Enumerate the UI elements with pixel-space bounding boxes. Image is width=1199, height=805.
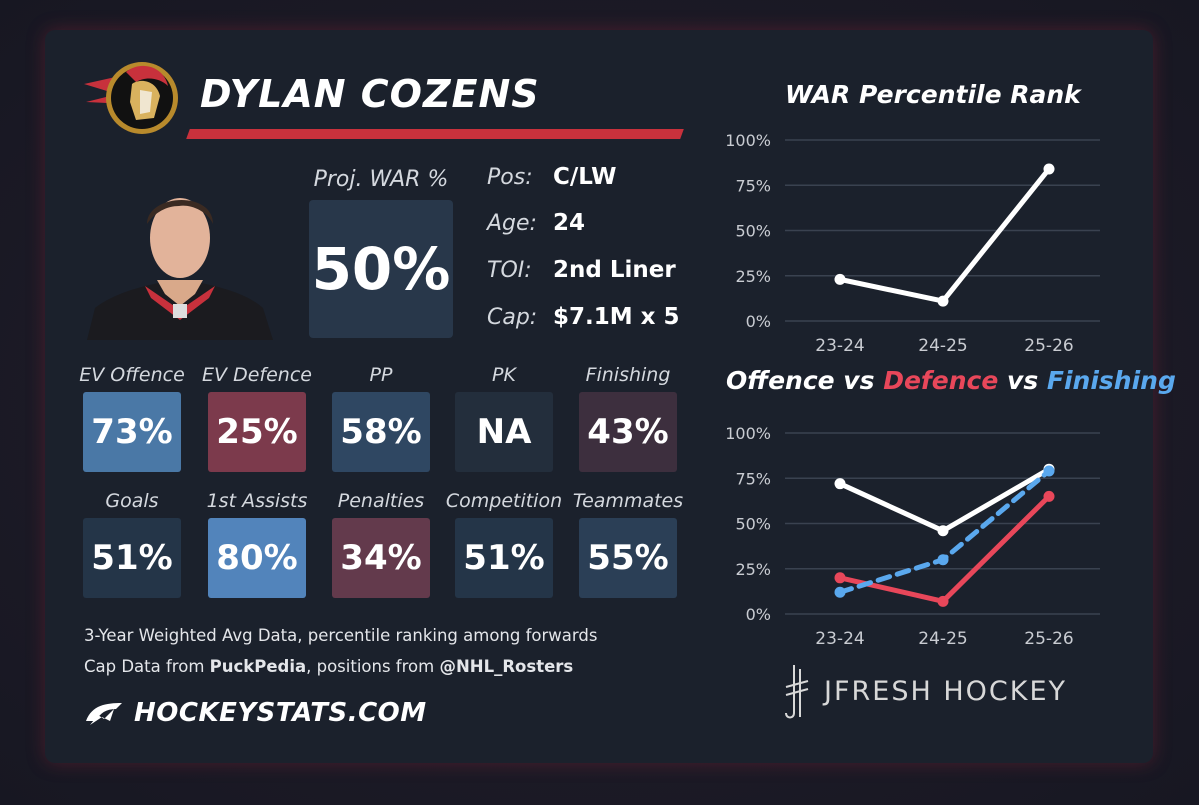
hockeystats-icon [86, 703, 122, 725]
tile-value-1st-assists: 80% [208, 518, 306, 598]
age-value: 24 [553, 210, 586, 236]
tile-value-pk: NA [455, 392, 553, 472]
chart2-y-tick: 75% [735, 469, 771, 488]
toi-value: 2nd Liner [553, 257, 676, 283]
tile-label-ev-defence: EV Defence [202, 364, 312, 386]
jfresh-icon [785, 665, 809, 719]
tile-value-ev-offence: 73% [83, 392, 181, 472]
chart1-y-tick: 0% [746, 312, 771, 331]
tile-value-teammates: 55% [579, 518, 677, 598]
chart1-y-tick: 25% [735, 267, 771, 286]
tile-label-finishing: Finishing [585, 364, 671, 386]
toi-label: TOI: [487, 258, 532, 283]
tile-value-ev-defence: 25% [208, 392, 306, 472]
chart2-series-point-2 [1043, 465, 1055, 477]
tile-label-goals: Goals [105, 490, 159, 512]
chart2-series-point-1 [834, 572, 846, 584]
chart1-series-point-0 [1043, 163, 1055, 175]
age-label: Age: [487, 211, 537, 236]
chart2-series-point-0 [937, 525, 949, 537]
tile-value-goals: 51% [83, 518, 181, 598]
footnote-sources: Cap Data from PuckPedia, positions from … [84, 657, 574, 676]
player-name: DYLAN COZENS [200, 72, 540, 116]
cap-label: Cap: [487, 305, 538, 330]
cap-value: $7.1M x 5 [553, 304, 680, 330]
chart2-series-line-1 [837, 493, 1052, 604]
tile-value-finishing: 43% [579, 392, 677, 472]
chart2-y-tick: 0% [746, 605, 771, 624]
chart1-series-point-0 [937, 295, 949, 307]
tile-label-penalties: Penalties [337, 490, 425, 512]
chart2-title: Offence vs Defence vs Finishing [726, 366, 1176, 395]
tile-value-penalties: 34% [332, 518, 430, 598]
chart2-series-point-2 [834, 586, 846, 598]
chart2-series-point-1 [1043, 490, 1055, 502]
chart1-series-point-0 [834, 273, 846, 285]
chart1-y-tick: 75% [735, 176, 771, 195]
offence-defence-finishing-chart: 0% 25% 50% 75% 100% 23-24 24-25 25-26 [725, 424, 1100, 649]
tile-label-ev-offence: EV Offence [79, 364, 185, 386]
chart1-series-line-0 [837, 166, 1052, 304]
tile-label-teammates: Teammates [572, 490, 684, 512]
pos-value: C/LW [553, 164, 617, 190]
title-underline [186, 129, 684, 139]
chart2-title-part: Finishing [1046, 366, 1176, 395]
chart2-y-tick: 50% [735, 515, 771, 534]
chart1-x-tick: 23-24 [815, 336, 864, 356]
chart2-title-part: vs [998, 366, 1047, 395]
pos-label: Pos: [487, 165, 533, 190]
chart2-series-point-2 [937, 554, 949, 566]
chart1-x-tick: 24-25 [918, 336, 967, 356]
chart2-y-tick: 100% [725, 424, 771, 443]
player-photo [85, 180, 275, 344]
tile-label-pk: PK [492, 364, 516, 386]
chart2-title-part: Offence [726, 366, 835, 395]
jfresh-brand: JFRESH HOCKEY [782, 663, 1067, 719]
chart2-series-point-1 [937, 595, 949, 607]
chart2-series-point-0 [834, 478, 846, 490]
chart1-title: WAR Percentile Rank [785, 80, 1081, 109]
tile-label-pp: PP [369, 364, 393, 386]
proj-war-value: 50% [309, 200, 453, 338]
tile-value-pp: 58% [332, 392, 430, 472]
hockeystats-brand: HOCKEYSTATS.COM [84, 698, 427, 728]
senators-logo [80, 56, 184, 142]
tile-value-competition: 51% [455, 518, 553, 598]
chart2-x-tick: 24-25 [918, 629, 967, 649]
proj-war-label: Proj. WAR % [313, 167, 449, 192]
tile-label-competition: Competition [445, 490, 563, 512]
chart2-title-part: Defence [883, 366, 999, 395]
chart1-y-tick: 100% [725, 131, 771, 150]
tile-label-1st-assists: 1st Assists [206, 490, 308, 512]
chart2-x-tick: 25-26 [1024, 629, 1073, 649]
war-percentile-chart: 0% 25% 50% 75% 100% 23-24 24-25 25-26 [725, 131, 1100, 356]
footnote-data: 3-Year Weighted Avg Data, percentile ran… [84, 626, 598, 645]
chart2-title-part: vs [834, 366, 884, 395]
chart2-y-tick: 25% [735, 560, 771, 579]
chart1-y-tick: 50% [735, 222, 771, 241]
chart1-x-tick: 25-26 [1024, 336, 1073, 356]
chart2-x-tick: 23-24 [815, 629, 864, 649]
